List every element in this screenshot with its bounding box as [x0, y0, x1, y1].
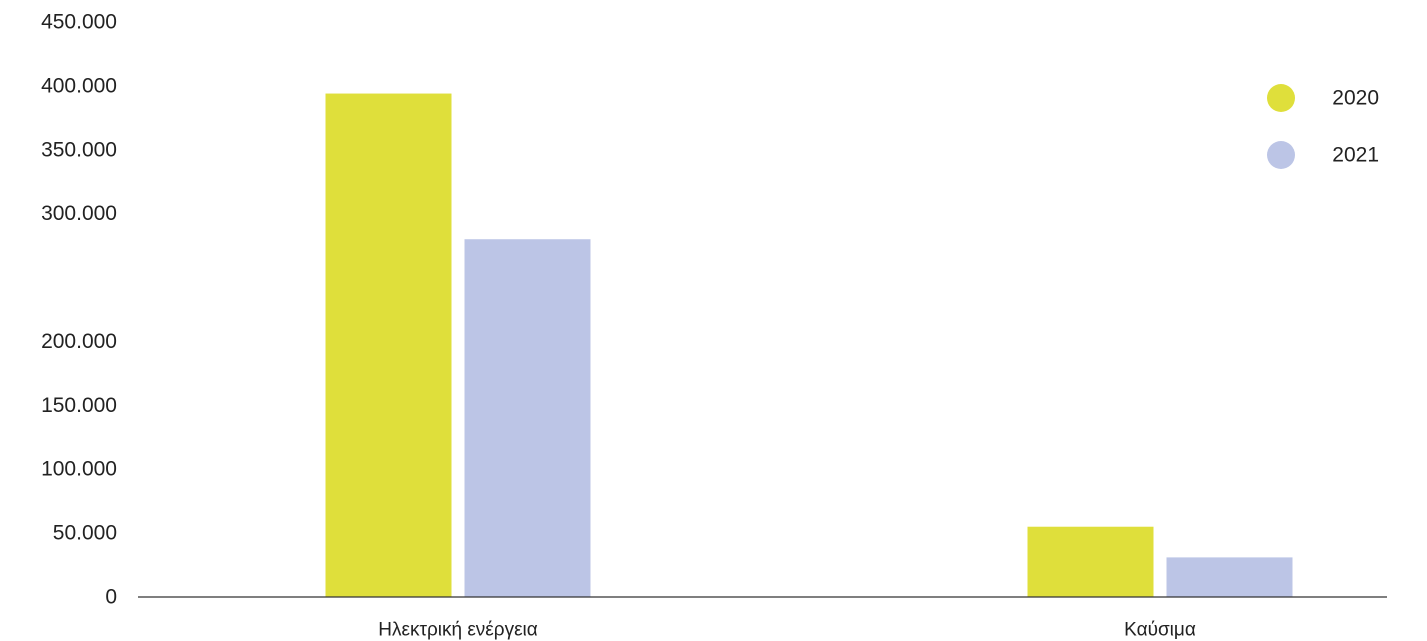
- legend-swatch: [1267, 141, 1295, 169]
- legend-swatch: [1267, 84, 1295, 112]
- bar-2020-0: [325, 93, 452, 598]
- bar-2021-0: [464, 239, 591, 597]
- legend-label: 2020: [1332, 87, 1379, 110]
- y-axis-tick-labels: 0 50.000 100.000 150.000 200.000 300.000 350.0…: [41, 11, 117, 609]
- y-tick-label: 200.000: [41, 330, 117, 353]
- y-tick-label: 300.000: [41, 202, 117, 225]
- bar-2020-1: [1027, 526, 1154, 597]
- legend-label: 2021: [1332, 144, 1379, 167]
- y-tick-label: 0: [105, 586, 117, 609]
- bar-2021-1: [1166, 557, 1293, 597]
- y-tick-label: 150.000: [41, 394, 117, 417]
- y-tick-label: 100.000: [41, 458, 117, 481]
- y-tick-label: 450.000: [41, 11, 117, 34]
- y-tick-label: 50.000: [53, 522, 117, 545]
- x-category-label: Καύσιμα: [1124, 620, 1196, 641]
- y-tick-label: 350.000: [41, 138, 117, 161]
- y-tick-label: 400.000: [41, 74, 117, 97]
- x-category-label: Ηλεκτρική ενέργεια: [378, 620, 538, 641]
- bars: [325, 93, 1293, 598]
- x-axis-category-labels: Ηλεκτρική ενέργεια Καύσιμα: [378, 620, 1196, 641]
- legend: 2020 2021: [1267, 84, 1379, 169]
